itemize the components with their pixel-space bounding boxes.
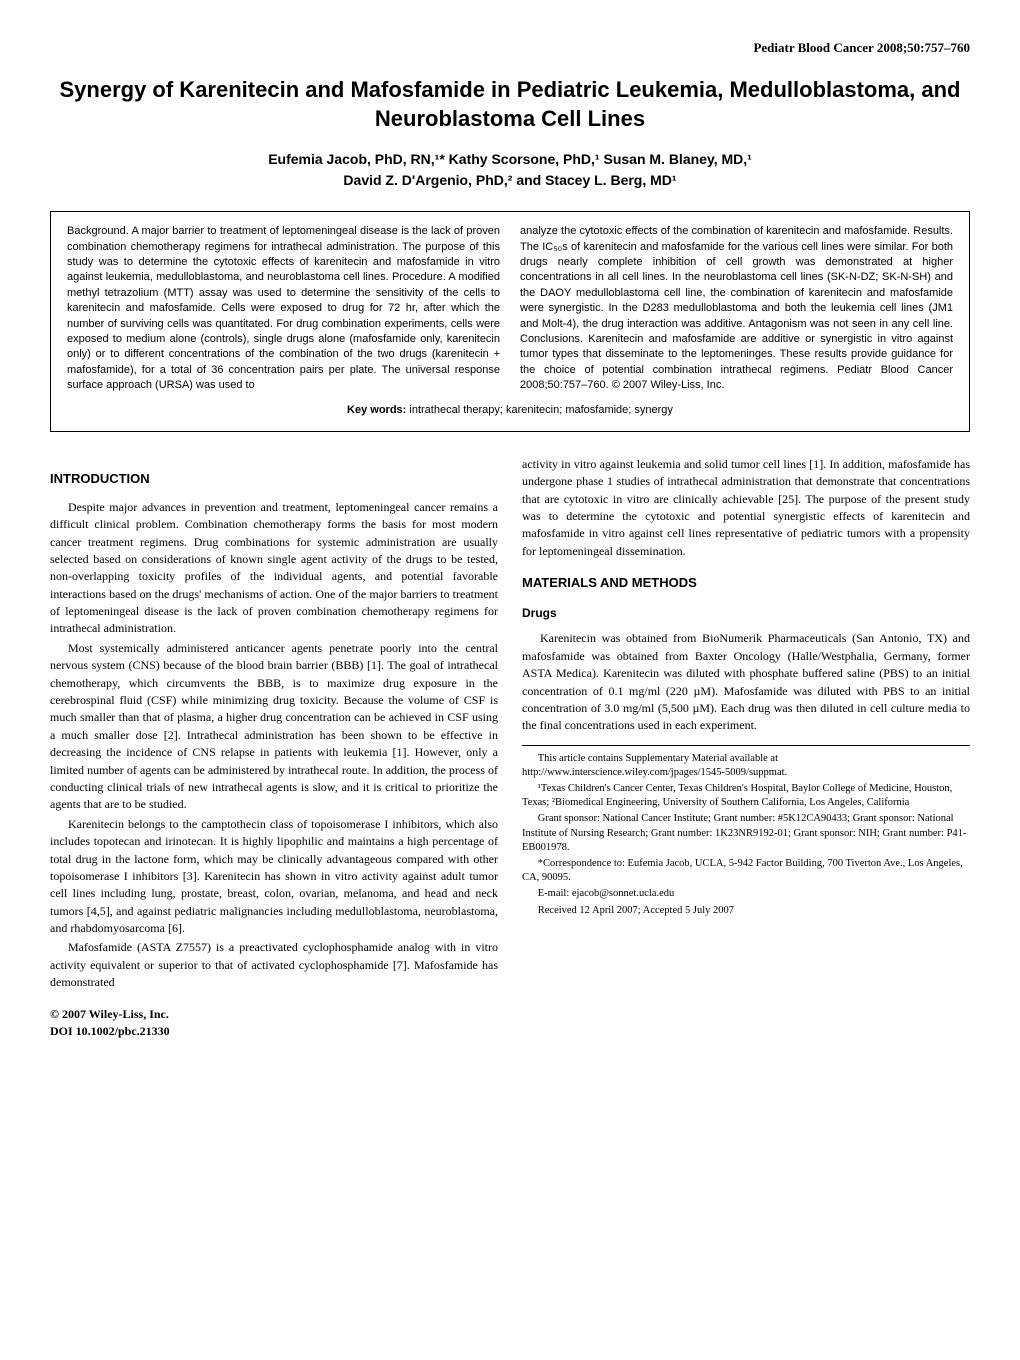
keywords-label: Key words:	[347, 404, 406, 416]
footnote-grants: Grant sponsor: National Cancer Institute…	[522, 812, 970, 855]
body-right-column: activity in vitro against leukemia and s…	[522, 456, 970, 1041]
footnote-affiliations: ¹Texas Children's Cancer Center, Texas C…	[522, 782, 970, 810]
drugs-paragraph-1: Karenitecin was obtained from BioNumerik…	[522, 630, 970, 734]
drugs-subheading: Drugs	[522, 605, 970, 622]
copyright-text: © 2007 Wiley-Liss, Inc.	[50, 1006, 498, 1023]
intro-paragraph-4: Mafosfamide (ASTA Z7557) is a preactivat…	[50, 939, 498, 991]
methods-heading: MATERIALS AND METHODS	[522, 574, 970, 593]
abstract-right-column: analyze the cytotoxic effects of the com…	[520, 224, 953, 393]
abstract-left-column: Background. A major barrier to treatment…	[67, 224, 500, 393]
doi-text: DOI 10.1002/pbc.21330	[50, 1023, 498, 1040]
introduction-heading: INTRODUCTION	[50, 470, 498, 489]
body-left-column: INTRODUCTION Despite major advances in p…	[50, 456, 498, 1041]
body-columns: INTRODUCTION Despite major advances in p…	[50, 456, 970, 1041]
intro-paragraph-3: Karenitecin belongs to the camptothecin …	[50, 816, 498, 938]
footnote-email: E-mail: ejacob@sonnet.ucla.edu	[522, 887, 970, 901]
footer-block: © 2007 Wiley-Liss, Inc. DOI 10.1002/pbc.…	[50, 1006, 498, 1041]
keywords-text: intrathecal therapy; karenitecin; mafosf…	[409, 404, 673, 416]
intro-paragraph-1: Despite major advances in prevention and…	[50, 499, 498, 638]
authors-block: Eufemia Jacob, PhD, RN,¹* Kathy Scorsone…	[50, 149, 970, 191]
keywords-line: Key words: intrathecal therapy; karenite…	[67, 403, 953, 418]
intro-paragraph-2: Most systemically administered anticance…	[50, 640, 498, 814]
authors-line-1: Eufemia Jacob, PhD, RN,¹* Kathy Scorsone…	[50, 149, 970, 170]
authors-line-2: David Z. D'Argenio, PhD,² and Stacey L. …	[50, 170, 970, 191]
footnote-separator	[522, 745, 970, 746]
intro-paragraph-5: activity in vitro against leukemia and s…	[522, 456, 970, 560]
article-title: Synergy of Karenitecin and Mafosfamide i…	[50, 76, 970, 133]
footnote-dates: Received 12 April 2007; Accepted 5 July …	[522, 904, 970, 918]
footnote-correspondence: *Correspondence to: Eufemia Jacob, UCLA,…	[522, 857, 970, 885]
abstract-box: Background. A major barrier to treatment…	[50, 211, 970, 432]
header-citation: Pediatr Blood Cancer 2008;50:757–760	[50, 40, 970, 56]
footnote-suppmat: This article contains Supplementary Mate…	[522, 752, 970, 780]
